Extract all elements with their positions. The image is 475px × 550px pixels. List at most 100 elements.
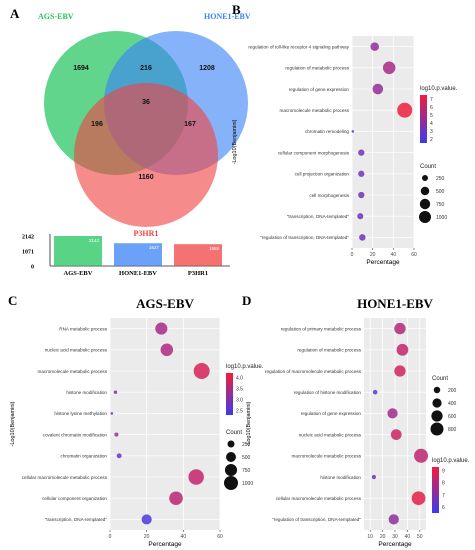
- term-label: covalent chromatin modification: [43, 432, 108, 437]
- term-label: "regulation of transcription, DNA-templa…: [260, 235, 349, 240]
- term-bubble: [396, 343, 409, 356]
- color-legend-tick: 4.0: [236, 375, 243, 381]
- venn-count-ags-only: 1694: [73, 65, 89, 72]
- color-legend-title: log10.p.value.: [226, 364, 264, 370]
- bar-rect: [174, 244, 222, 266]
- y-axis-label: -Log10(Benjamini): [10, 401, 16, 446]
- term-bubble: [359, 234, 366, 241]
- term-label: cellular macromolecule metabolic process: [276, 496, 362, 501]
- color-legend-tick: 2: [430, 137, 433, 143]
- term-label: histone modification: [320, 475, 361, 480]
- term-label: regulation of primary metabolic process: [281, 326, 362, 331]
- color-legend-tick: 3.5: [236, 386, 243, 392]
- x-tick-label: 20: [370, 252, 376, 258]
- color-legend-tick: 8: [442, 481, 445, 487]
- term-label: cell morphogenesis: [309, 193, 349, 198]
- size-legend-label: 400: [448, 401, 457, 407]
- bar-value-label: 2142: [89, 238, 100, 243]
- bar-category-label: P3HR1: [188, 270, 208, 277]
- term-bubble: [414, 448, 429, 463]
- bar-category-label: HONE1-EBV: [119, 270, 157, 277]
- size-legend-label: 800: [448, 427, 457, 433]
- color-legend-tick: 9: [442, 469, 445, 475]
- x-tick-label: 40: [181, 534, 187, 540]
- term-bubble: [357, 213, 364, 220]
- color-legend-tick: 6: [442, 505, 445, 511]
- plot-background: [352, 36, 414, 248]
- color-legend-tick: 5: [430, 113, 433, 119]
- panel-b: BP3HR1regulation of toll-like receptor 4…: [232, 2, 458, 266]
- color-legend-tick: 2.5: [236, 409, 243, 415]
- term-label: chromatin remodeling: [305, 129, 350, 134]
- term-bubble: [188, 469, 204, 485]
- bar-rect: [114, 243, 162, 266]
- term-label: nucleic acid metabolic process: [299, 432, 362, 437]
- venn-count-all: 36: [142, 99, 150, 106]
- color-legend-tick: 6: [430, 105, 433, 111]
- venn-count-p3-only: 1160: [138, 174, 153, 181]
- size-legend-label: 750: [242, 468, 251, 474]
- term-label: cell projection organization: [295, 172, 350, 177]
- term-bubble: [390, 429, 402, 440]
- term-label: "regulation of transcription, DNA-templa…: [272, 517, 361, 522]
- size-legend-dot: [226, 452, 236, 462]
- venn-count-hone-p3: 167: [184, 121, 196, 128]
- bar-rect: [54, 236, 102, 266]
- size-legend-label: 500: [242, 455, 251, 461]
- term-bubble: [114, 432, 119, 437]
- term-bubble: [169, 491, 183, 505]
- x-axis-label: Percentage: [366, 259, 400, 266]
- bar-y-tick-label: 0: [31, 265, 34, 271]
- venn-circle-p3: [74, 83, 218, 227]
- x-axis-label: Percentage: [378, 541, 412, 548]
- size-legend-label: 250: [436, 176, 445, 182]
- size-legend-label: 750: [436, 202, 445, 208]
- color-legend-tick: 3.0: [236, 398, 243, 404]
- term-bubble: [358, 170, 365, 177]
- term-label: macromolecule metabolic process: [280, 108, 350, 113]
- term-bubble: [116, 453, 122, 459]
- term-label: regulation of toll-like receptor 4 signa…: [248, 44, 349, 49]
- term-bubble: [351, 130, 355, 133]
- size-legend-dot: [430, 422, 444, 436]
- overlap-bar-chart: 2142 1071 0 2142 AGS-EBV 1627 HONE1-EBV 1559 P3H…: [22, 234, 230, 277]
- venn-count-hone-only: 1208: [199, 65, 215, 72]
- size-legend-label: 500: [436, 189, 445, 195]
- color-legend-bar: [432, 467, 439, 513]
- x-axis-label: Percentage: [148, 541, 182, 548]
- panel-c: C AGS-EBV RNA metabolic process nucleic aci…: [8, 293, 264, 548]
- term-label: regulation of histone modification: [294, 390, 362, 395]
- term-label: regulation of macromolecule metabolic pr…: [265, 369, 362, 374]
- size-legend-dot: [420, 186, 430, 196]
- term-label: macromolecule metabolic process: [38, 369, 108, 374]
- term-bubble: [110, 412, 114, 415]
- color-legend-tick: 3: [430, 129, 433, 135]
- term-label: regulation of gene expression: [289, 87, 350, 92]
- panel-a-letter: A: [10, 6, 20, 21]
- bar-value-label: 1627: [149, 245, 160, 250]
- size-legend-title: Count: [420, 164, 436, 170]
- venn-label-hone: HONE1-EBV: [204, 12, 251, 21]
- size-legend-label: 200: [448, 388, 457, 394]
- size-legend-dot: [432, 398, 442, 408]
- term-label: histone modification: [66, 390, 107, 395]
- panel-letter: B: [232, 2, 241, 17]
- term-label: cellular component morphogenesis: [278, 150, 350, 155]
- bar-y-tick-label: 2142: [22, 235, 34, 241]
- color-legend-tick: 7: [430, 97, 433, 103]
- x-tick-label: 60: [217, 534, 223, 540]
- color-legend-title: log10.p.value.: [420, 86, 458, 92]
- venn-count-ags-hone: 216: [140, 65, 152, 72]
- chart-title: HONE1-EBV: [357, 296, 433, 311]
- term-bubble: [388, 514, 399, 525]
- term-bubble: [387, 408, 398, 419]
- x-tick-label: 0: [109, 534, 112, 540]
- venn-label-ags: AGS-EBV: [38, 12, 74, 21]
- size-legend-dot: [224, 463, 238, 477]
- x-tick-label: 20: [380, 534, 386, 540]
- term-bubble: [358, 149, 365, 156]
- color-legend-bar: [226, 373, 233, 415]
- y-axis-label: -Log10(Benjamini): [246, 401, 252, 446]
- term-label: "transcription, DNA-templated": [45, 517, 108, 522]
